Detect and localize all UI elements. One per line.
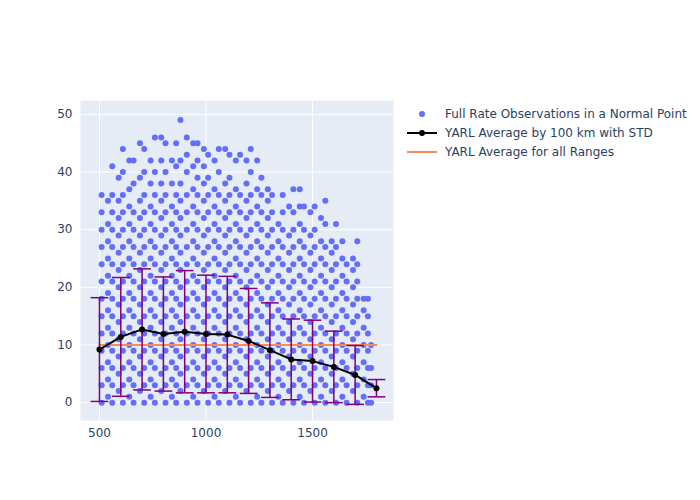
svg-text:20: 20 (57, 280, 72, 294)
html-text:YARL Average for all Ranges: YARL Average for all Ranges (445, 144, 614, 159)
html-text:Full Rate Observations in a No: Full Rate Observations in a Normal Point (445, 106, 687, 121)
svg-text:40: 40 (57, 165, 72, 179)
svg-text:0: 0 (65, 395, 73, 409)
svg-text:50: 50 (57, 107, 72, 121)
svg-text:1500: 1500 (297, 426, 328, 440)
svg-text:30: 30 (57, 222, 72, 236)
html-text:YARL Average by 100 km with ST: YARL Average by 100 km with STD (445, 125, 653, 140)
svg-text:1000: 1000 (191, 426, 222, 440)
svg-text:10: 10 (57, 338, 72, 352)
svg-text:500: 500 (88, 426, 111, 440)
